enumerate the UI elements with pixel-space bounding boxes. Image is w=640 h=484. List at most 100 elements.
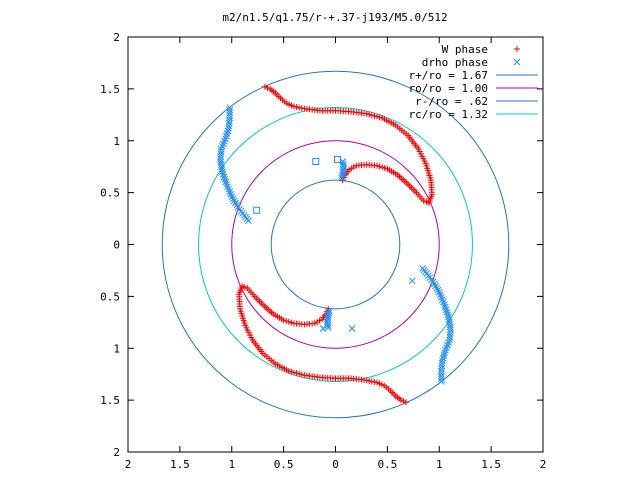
series-0-fill-2-2 xyxy=(275,93,282,100)
series-1-fill-17-2-d2 xyxy=(438,362,446,370)
series-0-fill-5-1 xyxy=(293,104,300,111)
series-0-fill-32-2 xyxy=(389,389,396,396)
series-1-fill-20-1-d2 xyxy=(446,334,454,341)
series-1-fill-21-3 xyxy=(446,318,453,326)
series-1-fill-22-4-d2 xyxy=(441,303,449,311)
series-1-point-14-d2 xyxy=(339,170,347,178)
series-1-fill-0-1 xyxy=(226,106,234,114)
series-1-fill-29-1 xyxy=(324,315,331,323)
series-1-fill-13-2 xyxy=(339,168,347,176)
series-1-fill-12-1 xyxy=(339,160,347,167)
series-1-fill-2-3 xyxy=(222,132,230,140)
series-1-fill-0-3-d2 xyxy=(226,111,234,119)
radius-circle-1 xyxy=(231,140,440,349)
series-0-fill-30-1 xyxy=(400,398,407,405)
series-1-fill-24-3-d2 xyxy=(432,282,439,290)
series-1-fill-14-1-d2 xyxy=(338,172,346,180)
series-0-fill-35-1 xyxy=(371,378,378,385)
series-1-fill-4-2-d2 xyxy=(217,150,225,158)
series-0-fill-10-4 xyxy=(374,113,380,120)
series-2-point-1-box xyxy=(334,155,342,163)
series-0-fill-11-5 xyxy=(390,120,397,127)
series-1-point-32-d2 xyxy=(408,277,416,285)
legend-marker-0 xyxy=(514,46,520,52)
series-1-fill-8-2-d2 xyxy=(230,197,238,205)
series-0-fill-40-4 xyxy=(291,369,297,376)
series-1-fill-5-4 xyxy=(218,166,226,173)
series-1-point-33 xyxy=(348,325,356,332)
series-1-fill-6-3-d2 xyxy=(221,175,229,183)
legend-label-0: W phase xyxy=(442,43,488,56)
series-1-fill-23-2-d2 xyxy=(439,296,446,304)
series-1-point-17-d2 xyxy=(437,367,445,375)
series-0-fill-23-3 xyxy=(376,163,383,170)
series-0-fill-10-5 xyxy=(376,114,383,121)
legend-label-1: drho phase xyxy=(422,56,488,69)
series-1-fill-6-2-d2 xyxy=(220,173,228,181)
series-0-fill-21-5 xyxy=(396,173,403,180)
series-1-fill-24-1-d2 xyxy=(434,286,442,294)
series-0-fill-40-2 xyxy=(296,370,303,377)
y-tick-label-8: 2 xyxy=(113,446,120,459)
series-0-fill-36-5 xyxy=(350,375,357,382)
series-1-fill-9-3-d2 xyxy=(239,210,246,217)
series-0-fill-14-5 xyxy=(421,158,428,165)
series-2-point-2 xyxy=(253,206,261,214)
series-1-fill-13-1-d2 xyxy=(340,166,347,174)
series-0-fill-40-3 xyxy=(293,370,300,377)
series-0-fill-42-5 xyxy=(261,352,268,359)
series-1-fill-4-1-d2 xyxy=(217,148,225,155)
series-1-fill-29-1-d2 xyxy=(324,315,331,323)
series-1-fill-23-1-d2 xyxy=(440,298,447,306)
series-1-point-8-d2 xyxy=(228,193,236,201)
series-1-fill-8-4-d2 xyxy=(233,201,241,209)
series-0-fill-16-5 xyxy=(428,189,435,196)
series-1-fill-30-1 xyxy=(325,309,333,317)
series-1-fill-5-3 xyxy=(218,163,225,171)
series-1-fill-20-3-d2 xyxy=(447,328,454,336)
series-0-fill-25-3 xyxy=(355,162,362,169)
y-tick-label-4: 0 xyxy=(113,239,120,252)
series-1-fill-25-3 xyxy=(425,272,432,279)
series-1-fill-26-2 xyxy=(420,266,428,274)
series-1-fill-0-3 xyxy=(226,111,234,119)
y-tick-label-5: 0.5 xyxy=(100,290,120,303)
series-1-fill-3-3-d2 xyxy=(219,143,226,150)
series-1-fill-8-1-d2 xyxy=(229,195,237,203)
series-1-fill-9-3 xyxy=(239,210,246,217)
series-0-fill-40-5 xyxy=(288,368,295,375)
series-1-fill-4-2 xyxy=(217,150,225,158)
series-1-point-0 xyxy=(226,104,234,111)
series-1-fill-18-3-d2 xyxy=(441,349,449,357)
series-1-fill-1-3-d2 xyxy=(225,122,233,130)
series-1-fill-28-1 xyxy=(324,322,332,329)
series-0-fill-52-4 xyxy=(278,315,285,322)
series-1-fill-29-2-d2 xyxy=(324,313,332,321)
series-0-fill-50-4 xyxy=(258,300,265,307)
series-1-fill-1-2 xyxy=(225,119,233,127)
series-1-point-23-d2 xyxy=(441,301,448,309)
series-1-point-31-d2 xyxy=(325,307,333,315)
series-1-fill-8-3-d2 xyxy=(232,199,239,207)
series-1-fill-14-1 xyxy=(338,172,346,180)
series-2-point-1 xyxy=(334,155,342,163)
series-1-fill-5-4-d2 xyxy=(218,166,226,173)
legend-marker-1 xyxy=(513,58,521,66)
y-tick-label-7: 1.5 xyxy=(100,394,120,407)
series-0-point-59 xyxy=(325,305,332,312)
series-1-fill-21-4-d2 xyxy=(445,316,453,323)
series-0-fill-37-5 xyxy=(335,375,342,382)
legend-marker-1-d2 xyxy=(513,58,521,66)
series-1-fill-12-1-d2 xyxy=(339,160,347,167)
series-1-fill-23-3-d2 xyxy=(437,293,445,301)
series-0-fill-51-5 xyxy=(268,309,275,316)
series-0-fill-9-5 xyxy=(361,110,368,117)
series-1-fill-24-4-d2 xyxy=(430,280,438,288)
series-1-point-33-d2 xyxy=(348,325,356,332)
x-tick-label-8: 2 xyxy=(540,458,547,471)
series-0-fill-55-3 xyxy=(309,320,316,327)
series-2-point-0-box xyxy=(312,158,320,165)
series-0-fill-53-3 xyxy=(288,319,295,326)
x-tick-label-1: 1.5 xyxy=(170,458,190,471)
series-1-point-16-d2 xyxy=(437,378,445,385)
